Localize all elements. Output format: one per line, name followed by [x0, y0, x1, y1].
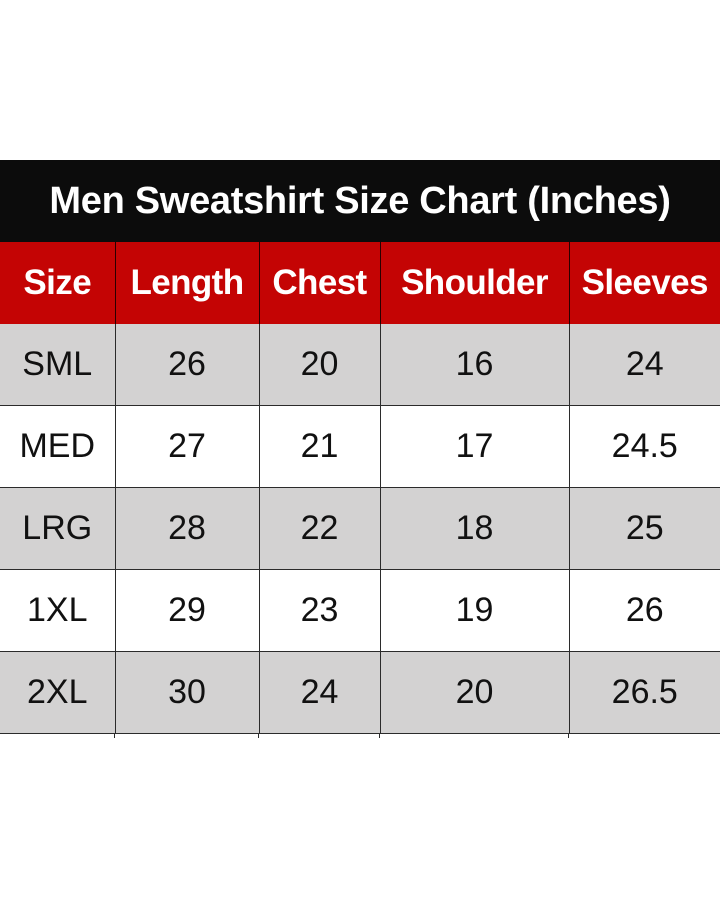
cell-sleeves: 24.5	[568, 405, 720, 488]
header-size: Size	[0, 242, 116, 324]
table-row: MED 27 21 17 24.5	[0, 405, 720, 488]
cell-chest: 24	[258, 651, 381, 734]
header-row: Size Length Chest Shoulder Sleeves	[0, 242, 720, 324]
table-row: 2XL 30 24 20 26.5	[0, 651, 720, 734]
cell-size: 2XL	[0, 651, 116, 734]
table-row: SML 26 20 16 24	[0, 324, 720, 406]
cell-sleeves: 26.5	[568, 651, 720, 734]
table-row: LRG 28 22 18 25	[0, 487, 720, 570]
cell-chest: 20	[258, 324, 381, 406]
cell-chest: 21	[258, 405, 381, 488]
cell-size: LRG	[0, 487, 116, 570]
cell-sleeves: 25	[568, 487, 720, 570]
cell-chest: 23	[258, 569, 381, 652]
cell-length: 30	[114, 651, 260, 734]
header-sleeves: Sleeves	[568, 242, 720, 324]
cell-shoulder: 17	[379, 405, 570, 488]
tail-divider	[0, 734, 115, 738]
table-row: 1XL 29 23 19 26	[0, 569, 720, 652]
cell-sleeves: 26	[568, 569, 720, 652]
cell-length: 29	[114, 569, 260, 652]
size-chart: Men Sweatshirt Size Chart (Inches) Size …	[0, 160, 720, 738]
cell-shoulder: 16	[379, 324, 570, 406]
size-table: Size Length Chest Shoulder Sleeves SML 2…	[0, 242, 720, 734]
cell-size: 1XL	[0, 569, 116, 652]
table-tail-lines	[0, 734, 720, 738]
tail-divider	[380, 734, 569, 738]
chart-title: Men Sweatshirt Size Chart (Inches)	[0, 160, 720, 242]
cell-length: 26	[114, 324, 260, 406]
cell-length: 27	[114, 405, 260, 488]
tail-divider	[259, 734, 380, 738]
cell-shoulder: 20	[379, 651, 570, 734]
header-length: Length	[114, 242, 260, 324]
cell-chest: 22	[258, 487, 381, 570]
cell-length: 28	[114, 487, 260, 570]
header-shoulder: Shoulder	[379, 242, 570, 324]
header-chest: Chest	[258, 242, 381, 324]
cell-sleeves: 24	[568, 324, 720, 406]
cell-size: SML	[0, 324, 116, 406]
cell-size: MED	[0, 405, 116, 488]
cell-shoulder: 18	[379, 487, 570, 570]
cell-shoulder: 19	[379, 569, 570, 652]
tail-divider	[115, 734, 259, 738]
